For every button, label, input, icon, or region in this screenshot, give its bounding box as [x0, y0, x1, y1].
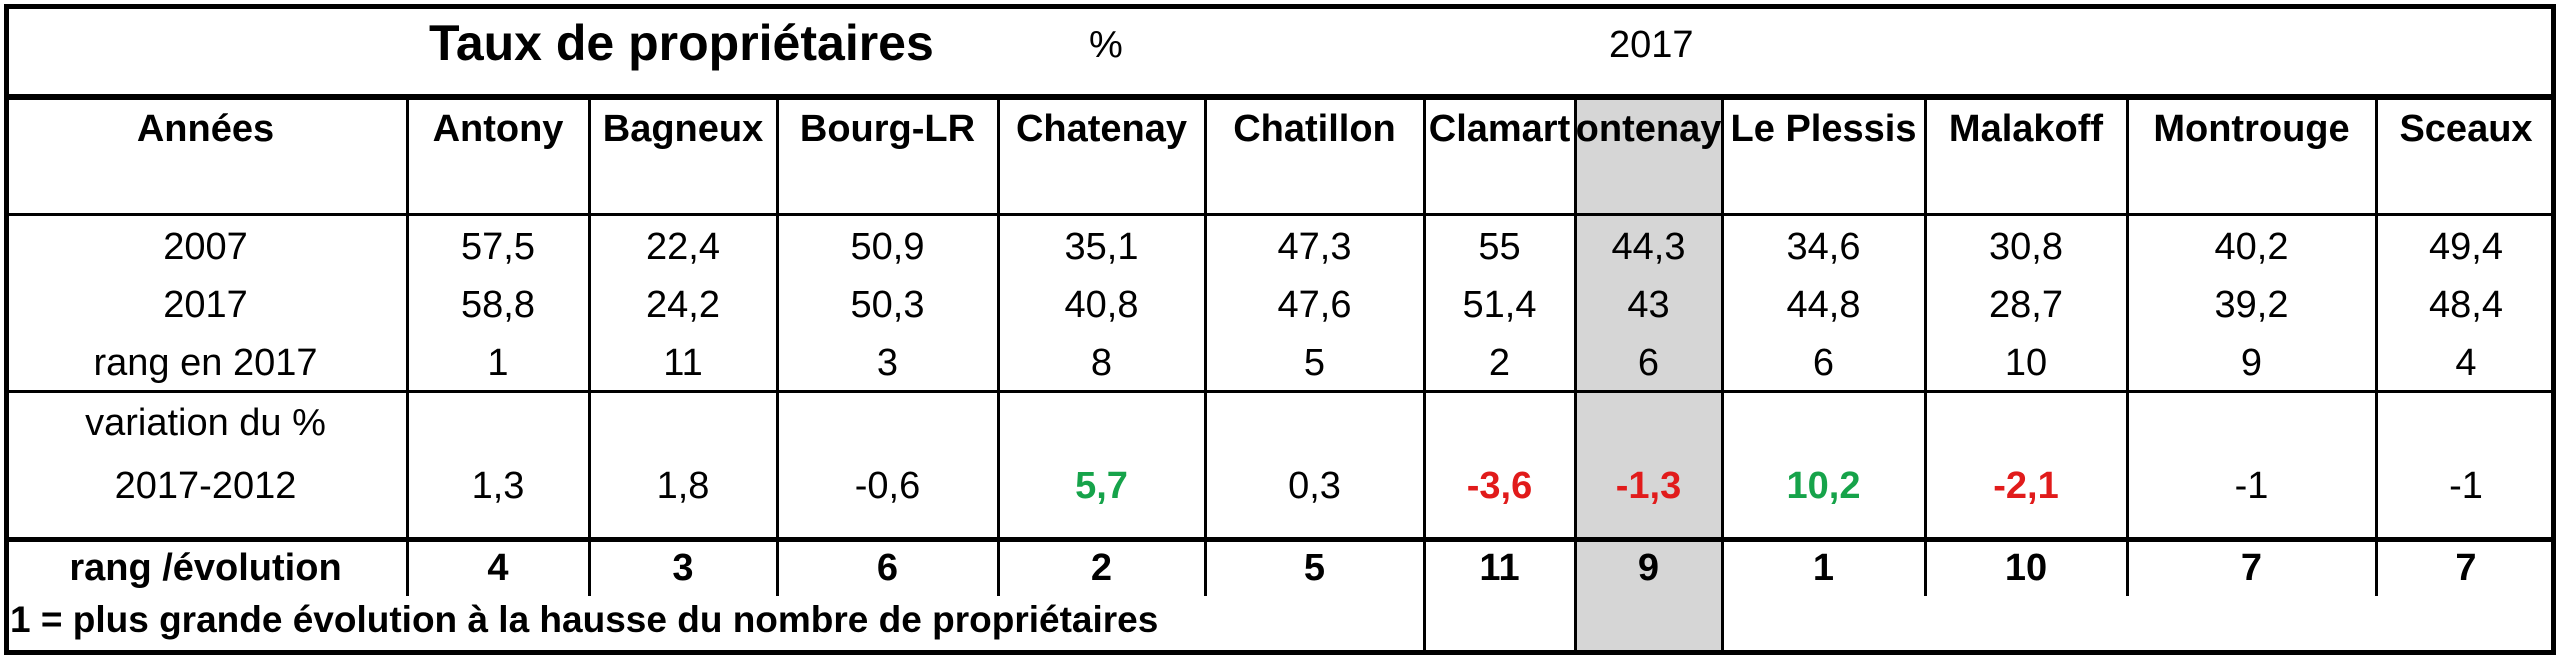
table-cell: 44,8	[1786, 284, 1861, 326]
table-cell: 40,8	[1064, 284, 1139, 326]
row-label: rang /évolution	[69, 547, 342, 589]
variation-cell: -2,1	[1993, 465, 2059, 507]
variation-cell: 5,7	[1075, 465, 1128, 507]
table-cell: 35,1	[1064, 226, 1139, 268]
row-divider	[4, 390, 2556, 393]
column-divider	[406, 100, 409, 596]
table-cell: 10	[2004, 342, 2048, 384]
unit-label: %	[1089, 24, 1123, 66]
table-cell: 55	[1478, 226, 1521, 268]
header-commune: Montrouge	[2153, 108, 2350, 150]
table-cell: 40,2	[2214, 226, 2289, 268]
table-cell: 49,4	[2429, 226, 2503, 268]
table-cell: 58,8	[461, 284, 535, 326]
header-commune: Le Plessis	[1730, 108, 1917, 150]
column-divider	[1204, 100, 1207, 596]
column-divider	[2126, 100, 2129, 596]
row-label: 2017-2012	[114, 465, 297, 507]
variation-cell: -1	[2449, 465, 2483, 507]
column-divider	[588, 100, 591, 596]
variation-cell: -1	[2234, 465, 2269, 507]
rank-cell: 1	[1812, 547, 1835, 589]
variation-cell: -0,6	[854, 465, 921, 507]
table-cell: 8	[1090, 342, 1113, 384]
variation-cell: 1,3	[471, 465, 525, 507]
rank-cell: 9	[1637, 547, 1660, 589]
table-cell: 6	[1637, 342, 1660, 384]
highlighted-column	[1575, 100, 1722, 655]
table-cell: 2	[1488, 342, 1511, 384]
row-label: 2017	[163, 284, 248, 326]
header-commune: Sceaux	[2399, 108, 2533, 150]
rank-cell: 11	[1479, 547, 1520, 589]
table-cell: 44,3	[1611, 226, 1686, 268]
column-divider	[776, 100, 779, 596]
table-cell: 47,6	[1277, 284, 1352, 326]
table-cell: 5	[1303, 342, 1326, 384]
table-cell: 3	[876, 342, 899, 384]
row-label: 2007	[163, 226, 248, 268]
table-cell: 24,2	[646, 284, 720, 326]
header-commune: Chatenay	[1015, 108, 1188, 150]
row-label: rang en 2017	[93, 342, 318, 384]
row-divider	[4, 213, 2556, 216]
table-cell: 11	[663, 342, 703, 384]
header-commune: ontenay	[1575, 108, 1722, 150]
table-cell: 22,4	[646, 226, 720, 268]
row-divider	[4, 537, 2556, 542]
row-label: variation du %	[85, 402, 326, 444]
column-divider	[2375, 100, 2378, 596]
table-cell: 6	[1812, 342, 1835, 384]
rank-cell: 3	[672, 547, 694, 589]
header-commune: Bagneux	[602, 108, 764, 150]
rank-cell: 10	[2004, 547, 2048, 589]
table-cell: 57,5	[461, 226, 535, 268]
rank-cell: 7	[2240, 547, 2263, 589]
header-commune: Malakoff	[1948, 108, 2104, 150]
header-commune: Clamart	[1428, 108, 1571, 150]
table-cell: 48,4	[2429, 284, 2503, 326]
table-cell: 28,7	[1989, 284, 2063, 326]
column-divider	[1924, 100, 1927, 596]
variation-cell: -1,3	[1615, 465, 1682, 507]
table-cell: 30,8	[1989, 226, 2063, 268]
column-divider	[1423, 100, 1426, 655]
column-divider	[1721, 100, 1724, 655]
table-border	[4, 4, 2556, 655]
variation-cell: 10,2	[1786, 465, 1861, 507]
column-divider	[997, 100, 1000, 596]
header-commune: Antony	[432, 108, 564, 150]
title-row: Taux de propriétaires % 2017	[4, 4, 2556, 100]
rank-cell: 2	[1090, 547, 1113, 589]
table-cell: 9	[2240, 342, 2263, 384]
table-title: Taux de propriétaires	[429, 15, 934, 71]
table-cell: 51,4	[1462, 284, 1537, 326]
variation-cell: 0,3	[1288, 465, 1341, 507]
variation-cell: 1,8	[656, 465, 710, 507]
header-annees: Années	[136, 108, 275, 150]
year-label: 2017	[1609, 24, 1694, 66]
table-cell: 1	[487, 342, 509, 384]
table-cell: 47,3	[1277, 226, 1352, 268]
footnote: 1 = plus grande évolution à la hausse du…	[10, 599, 1159, 640]
table-cell: 4	[2455, 342, 2477, 384]
table-cell: 50,3	[850, 284, 925, 326]
table-cell: 34,6	[1786, 226, 1861, 268]
rank-cell: 6	[876, 547, 899, 589]
table-cell: 50,9	[850, 226, 925, 268]
rank-cell: 4	[487, 547, 509, 589]
column-divider	[1574, 100, 1577, 655]
header-commune: Bourg-LR	[799, 108, 976, 150]
rank-cell: 5	[1303, 547, 1326, 589]
table-cell: 43	[1627, 284, 1670, 326]
header-commune: Chatillon	[1233, 108, 1396, 150]
variation-cell: -3,6	[1466, 465, 1533, 507]
rank-cell: 7	[2455, 547, 2477, 589]
table-cell: 39,2	[2214, 284, 2289, 326]
